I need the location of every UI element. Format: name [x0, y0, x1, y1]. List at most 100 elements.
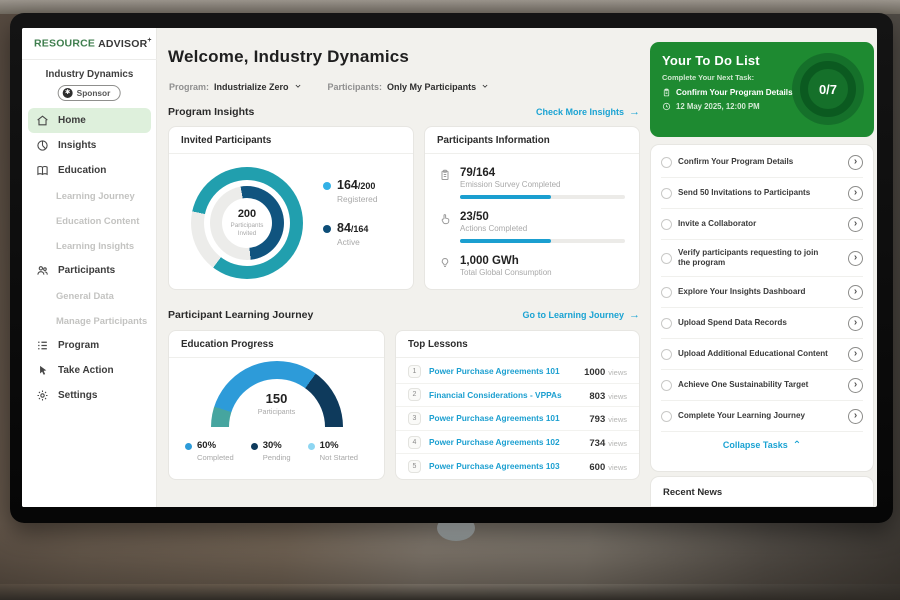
lesson-views-suffix: views	[608, 463, 627, 473]
program-insights-header: Program Insights Check More Insights →	[168, 106, 640, 118]
participants-select[interactable]: Only My Participants	[387, 82, 489, 92]
sidebar-item-program[interactable]: Program	[22, 333, 157, 358]
invited-participants-card: Invited Participants 200 Participants In…	[168, 126, 414, 290]
clock-icon	[834, 319, 842, 327]
task-row-explore-your-insights-dashboard[interactable]: Explore Your Insights Dashboard ›	[661, 277, 863, 309]
task-row-upload-additional-educational-content[interactable]: Upload Additional Educational Content ›	[661, 339, 863, 371]
clock-icon	[834, 412, 842, 420]
task-row-verify-participants-requesting-to-join-t[interactable]: Verify participants requesting to join t…	[661, 240, 863, 278]
sidebar-item-take-action[interactable]: Take Action	[22, 358, 157, 383]
sidebar-item-general-data[interactable]: General Data	[22, 283, 157, 308]
chevron-down-icon	[481, 82, 489, 92]
progress-fill	[460, 239, 551, 243]
lesson-row-power-purchase-agreements-101[interactable]: 1 Power Purchase Agreements 101 1000 view…	[396, 360, 639, 384]
program-filter-label: Program:	[169, 82, 210, 92]
task-checkbox[interactable]	[661, 187, 672, 199]
program-select-value: Industrialize Zero	[214, 82, 289, 92]
task-label: Achieve One Sustainability Target	[678, 379, 809, 389]
sidebar-item-home[interactable]: Home	[28, 108, 151, 133]
lesson-row-power-purchase-agreements-102[interactable]: 4 Power Purchase Agreements 102 734 views	[396, 431, 639, 455]
sponsor-badge-label: Sponsor	[76, 88, 111, 98]
lesson-row-power-purchase-agreements-101[interactable]: 3 Power Purchase Agreements 101 793 views	[396, 407, 639, 431]
logo-primary: RESOURCE	[34, 37, 96, 50]
task-chevron-button[interactable]: ›	[848, 154, 863, 170]
program-select[interactable]: Industrialize Zero	[214, 82, 302, 92]
sidebar-item-label: Learning Journey	[56, 190, 135, 201]
lesson-views-suffix: views	[608, 368, 627, 378]
lesson-title-link[interactable]: Financial Considerations - VPPAs	[429, 389, 562, 400]
lesson-row-power-purchase-agreements-103[interactable]: 5 Power Purchase Agreements 103 600 views	[396, 454, 639, 478]
go-to-learning-journey-link[interactable]: Go to Learning Journey →	[522, 308, 640, 321]
logo-secondary: ADVISOR	[98, 37, 148, 50]
chevron-up-icon: ⌃	[792, 439, 802, 451]
insights-icon	[36, 139, 50, 153]
settings-icon	[36, 389, 50, 403]
stat-row-total-global-consumption: 1,000 GWh Total Global Consumption	[439, 255, 625, 277]
task-chevron-button[interactable]: ›	[848, 377, 863, 393]
task-chevron-button[interactable]: ›	[848, 315, 863, 331]
lesson-title-link[interactable]: Power Purchase Agreements 103	[429, 461, 560, 472]
bulb-icon	[439, 257, 452, 277]
background-desk-edge	[0, 584, 900, 600]
sidebar-item-learning-journey[interactable]: Learning Journey	[22, 183, 157, 208]
clock-icon	[834, 288, 842, 296]
lesson-row-financial-considerations-vppas[interactable]: 2 Financial Considerations - VPPAs 803 vi…	[396, 384, 639, 408]
task-chevron-button[interactable]: ›	[848, 185, 863, 201]
education-progress-title: Education Progress	[169, 331, 384, 358]
lesson-views-count: 793	[589, 414, 606, 426]
lesson-title-link[interactable]: Power Purchase Agreements 102	[429, 437, 560, 448]
task-chevron-button[interactable]: ›	[848, 346, 863, 362]
task-checkbox[interactable]	[661, 348, 672, 360]
legend-dot	[323, 182, 331, 190]
task-row-complete-your-learning-journey[interactable]: Complete Your Learning Journey ›	[661, 401, 863, 433]
sidebar-item-manage-participants[interactable]: Manage Participants	[22, 308, 157, 333]
sidebar-item-insights[interactable]: Insights	[22, 133, 157, 158]
stat-row-emission-survey-completed: 79/164 Emission Survey Completed	[439, 167, 625, 199]
task-row-confirm-your-program-details[interactable]: Confirm Your Program Details ›	[661, 147, 863, 178]
gauge-center-label: 150 Participants	[257, 391, 296, 416]
lesson-views-count: 600	[589, 462, 606, 474]
task-checkbox[interactable]	[661, 252, 672, 264]
sponsor-star-icon: ✱	[62, 88, 73, 98]
sidebar-item-education[interactable]: Education	[22, 158, 157, 183]
task-chevron-button[interactable]: ›	[848, 408, 863, 424]
donut-center-label: 200 Participants Invited	[230, 207, 264, 238]
todo-subtitle: Complete Your Next Task:	[662, 73, 755, 82]
lesson-title-link[interactable]: Power Purchase Agreements 101	[429, 366, 560, 377]
sponsor-badge[interactable]: ✱ Sponsor	[57, 85, 121, 101]
task-row-send-50-invitations-to-participants[interactable]: Send 50 Invitations to Participants ›	[661, 178, 863, 209]
lesson-views-count: 803	[589, 390, 606, 402]
task-row-invite-a-collaborator[interactable]: Invite a Collaborator ›	[661, 209, 863, 240]
stat-label: Total Global Consumption	[460, 268, 552, 277]
stat-value: 1,000 GWh	[460, 255, 519, 267]
task-row-achieve-one-sustainability-target[interactable]: Achieve One Sustainability Target ›	[661, 370, 863, 402]
task-checkbox[interactable]	[661, 218, 672, 230]
sidebar-item-settings[interactable]: Settings	[22, 383, 157, 408]
task-row-upload-spend-data-records[interactable]: Upload Spend Data Records ›	[661, 308, 863, 340]
invited-participants-title: Invited Participants	[169, 127, 413, 154]
progress-fill	[460, 195, 551, 199]
sidebar-item-participants[interactable]: Participants	[22, 258, 157, 283]
recent-news-card: Recent News	[650, 476, 874, 507]
task-checkbox[interactable]	[661, 286, 672, 298]
task-chevron-button[interactable]: ›	[848, 216, 863, 232]
sidebar-item-learning-insights[interactable]: Learning Insights	[22, 233, 157, 258]
task-chevron-button[interactable]: ›	[848, 250, 863, 266]
sidebar-item-education-content[interactable]: Education Content	[22, 208, 157, 233]
collapse-tasks-link[interactable]: Collapse Tasks ⌃	[722, 439, 802, 451]
todo-task-list: Confirm Your Program Details › Send 50 I…	[661, 147, 863, 433]
lesson-title-link[interactable]: Power Purchase Agreements 101	[429, 413, 560, 424]
task-chevron-button[interactable]: ›	[848, 284, 863, 300]
lesson-views-count: 734	[589, 438, 606, 450]
check-more-insights-link[interactable]: Check More Insights →	[535, 105, 640, 118]
task-checkbox[interactable]	[661, 379, 672, 391]
home-icon	[36, 114, 50, 128]
task-checkbox[interactable]	[661, 317, 672, 329]
education-progress-card: Education Progress 150 Participants	[168, 330, 385, 480]
arrow-right-icon: →	[629, 308, 640, 321]
learning-journey-title: Participant Learning Journey	[168, 309, 314, 321]
clock-icon	[834, 220, 842, 228]
todo-summary-panel: Your To Do List Complete Your Next Task:…	[650, 42, 874, 137]
task-checkbox[interactable]	[661, 156, 672, 168]
task-checkbox[interactable]	[661, 410, 672, 422]
